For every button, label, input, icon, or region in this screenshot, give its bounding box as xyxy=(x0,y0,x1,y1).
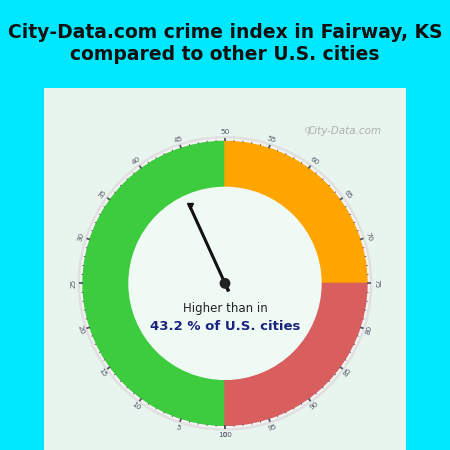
Text: City-Data.com crime index in Fairway, KS
compared to other U.S. cities: City-Data.com crime index in Fairway, KS… xyxy=(8,23,442,64)
Wedge shape xyxy=(83,141,225,425)
Text: 5: 5 xyxy=(175,424,181,431)
Circle shape xyxy=(220,279,230,288)
Text: Higher than in: Higher than in xyxy=(183,302,267,315)
Text: 75: 75 xyxy=(374,279,379,288)
Text: 85: 85 xyxy=(342,367,353,378)
Text: 50: 50 xyxy=(220,129,230,135)
Wedge shape xyxy=(225,284,367,425)
Text: 30: 30 xyxy=(76,231,85,242)
Text: 55: 55 xyxy=(266,135,277,144)
Text: 35: 35 xyxy=(97,189,108,200)
Circle shape xyxy=(78,137,372,430)
Text: 90: 90 xyxy=(309,400,320,411)
Circle shape xyxy=(129,187,321,379)
Circle shape xyxy=(81,139,369,428)
Text: City-Data.com: City-Data.com xyxy=(307,126,382,136)
Text: 15: 15 xyxy=(97,367,108,378)
Text: 45: 45 xyxy=(173,135,184,144)
Text: 60: 60 xyxy=(309,156,320,166)
Text: ⚲: ⚲ xyxy=(304,126,312,136)
Text: 10: 10 xyxy=(130,400,141,411)
Text: 20: 20 xyxy=(76,325,85,336)
Text: 100: 100 xyxy=(218,432,232,438)
Text: 70: 70 xyxy=(365,231,374,242)
Text: 0: 0 xyxy=(223,432,227,438)
Wedge shape xyxy=(225,141,367,284)
Text: 95: 95 xyxy=(266,423,277,432)
Text: 65: 65 xyxy=(342,189,353,200)
Text: 25: 25 xyxy=(71,279,77,288)
Text: 80: 80 xyxy=(365,325,374,336)
Text: 40: 40 xyxy=(130,156,141,166)
Text: 43.2 % of U.S. cities: 43.2 % of U.S. cities xyxy=(150,320,300,333)
